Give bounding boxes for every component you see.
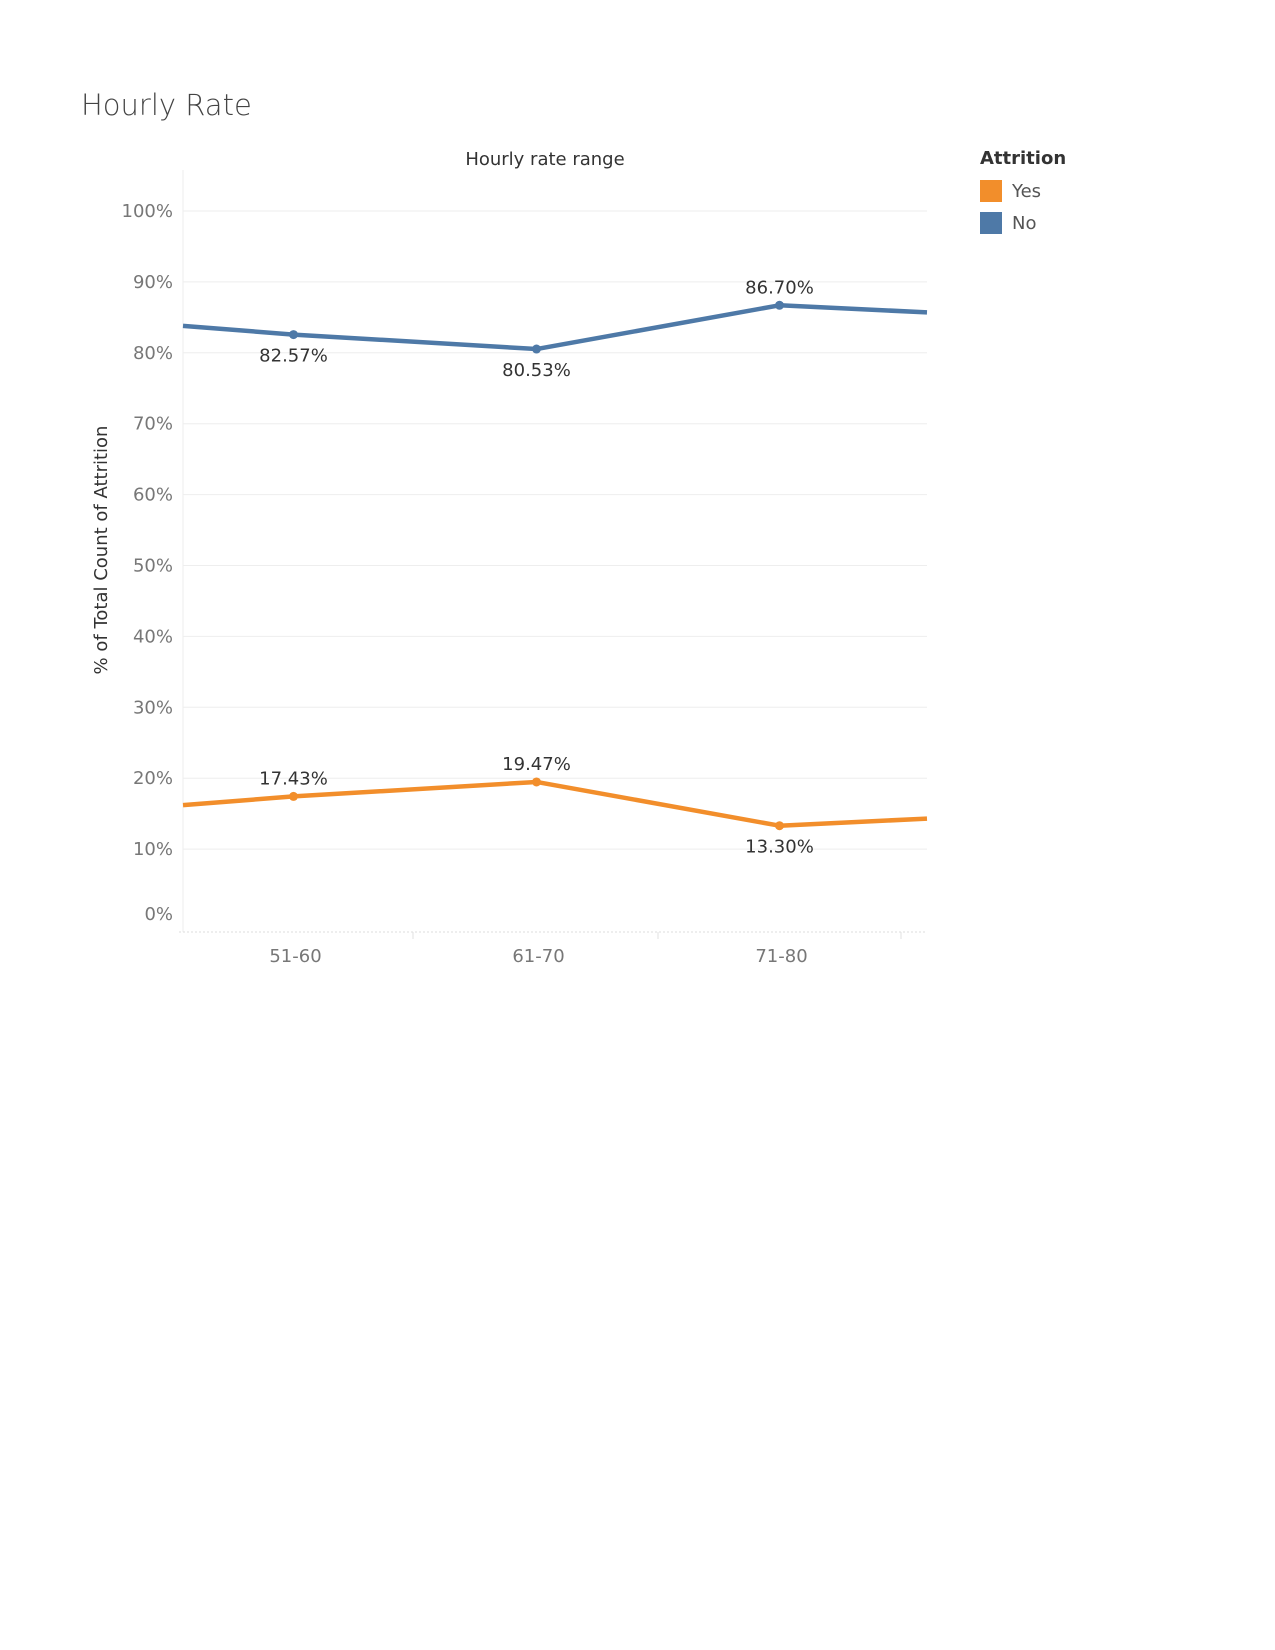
data-point-yes [775,821,784,831]
y-tick-label: 10% [133,839,173,860]
page-title: Hourly Rate [81,88,252,122]
legend-item-yes[interactable]: Yes [980,175,1066,207]
y-tick-label: 50% [133,556,173,577]
legend: Attrition Yes No [980,148,1066,239]
data-point-no [775,300,784,310]
data-label-yes: 13.30% [745,837,814,858]
legend-title: Attrition [980,148,1067,169]
x-tick-label: 71-80 [755,946,807,967]
data-point-yes [289,791,298,801]
data-point-no [289,330,298,340]
y-tick-label: 100% [122,201,173,222]
y-tick-label: 90% [133,272,173,293]
x-tick-label: 61-70 [512,946,564,967]
data-label-yes: 17.43% [259,768,328,789]
legend-label-yes: Yes [1012,180,1042,202]
legend-item-no[interactable]: No [980,207,1066,239]
x-tick-label: 51-60 [269,946,321,967]
series-line-no [182,303,928,352]
y-tick-label: 30% [133,697,173,718]
y-tick-label: 70% [133,414,173,435]
y-tick-label: 0% [144,904,173,925]
y-tick-label: 20% [133,768,173,789]
data-label-no: 80.53% [502,360,571,381]
legend-label-no: No [1012,212,1037,234]
legend-swatch-yes [980,180,1002,202]
y-tick-label: 40% [133,626,173,647]
data-label-yes: 19.47% [502,754,571,775]
y-axis-label: % of Total Count of Attrition [91,426,112,675]
data-point-yes [532,777,541,787]
data-label-no: 86.70% [745,277,814,298]
data-point-no [532,344,541,354]
legend-swatch-no [980,212,1002,234]
data-label-no: 82.57% [259,346,328,367]
y-tick-label: 60% [133,485,173,506]
y-tick-label: 80% [133,343,173,364]
chart-title: Hourly rate range [465,149,624,170]
line-chart: Hourly rate range 0% 10% 20% 30% 40% 50% 60% 70%… [91,149,928,967]
